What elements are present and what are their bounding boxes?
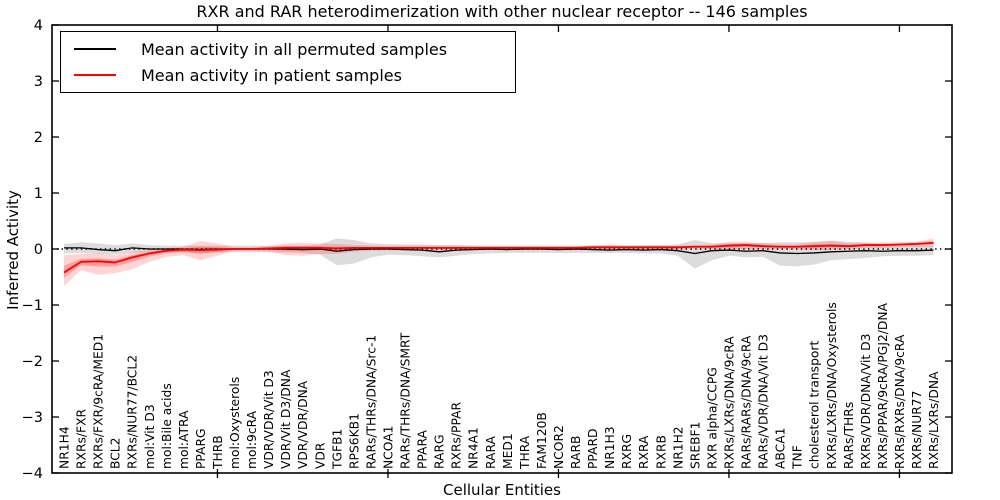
- x-category-label: cholesterol transport: [808, 341, 822, 469]
- x-category-label: mol:Bile acids: [160, 383, 174, 469]
- y-tick-label: −4: [22, 466, 43, 482]
- x-category-label: RXRB: [654, 435, 668, 469]
- x-category-label: PPARD: [586, 429, 600, 469]
- legend-item-permuted: Mean activity in all permuted samples: [61, 36, 515, 62]
- x-category-label: RARB: [569, 436, 583, 469]
- x-category-label: TGFB1: [330, 429, 344, 470]
- x-category-label: NR1H3: [603, 426, 617, 469]
- x-category-label: mol:Vit D3: [143, 404, 157, 469]
- y-tick-label: −3: [22, 410, 43, 426]
- y-tick-label: 1: [34, 186, 43, 202]
- x-category-label: VDR/VDR/Vit D3: [262, 370, 276, 469]
- x-category-label: NR4A1: [467, 427, 481, 469]
- x-category-label: PPARA: [416, 429, 430, 469]
- x-category-label: NCOR2: [552, 425, 566, 469]
- x-category-label: RXRs/FXR: [75, 408, 89, 469]
- x-category-label: RXRG: [620, 434, 634, 469]
- x-category-label: RXRs/LXRs/DNA/Oxysterols: [825, 302, 839, 469]
- confidence-band-patient: [64, 238, 934, 286]
- x-category-label: RXRA: [637, 435, 651, 469]
- legend: Mean activity in all permuted samples Me…: [60, 31, 516, 93]
- x-category-label: PPARG: [194, 428, 208, 469]
- chart-title: RXR and RAR heterodimerization with othe…: [196, 2, 808, 21]
- x-category-label: RXRs/NUR77: [910, 391, 924, 469]
- series-line-patient: [63, 241, 934, 274]
- confidence-band-patient-inner: [64, 241, 934, 278]
- legend-item-label: Mean activity in patient samples: [141, 65, 402, 85]
- x-category-label: mol:ATRA: [177, 410, 191, 469]
- legend-item-label: Mean activity in all permuted samples: [141, 39, 448, 59]
- x-category-label: RARA: [484, 435, 498, 469]
- x-category-label: RXRs/PPAR/9cRA/PGJ2/DNA: [876, 302, 890, 469]
- x-category-label: RXRs/LXRs/DNA/9cRA: [722, 336, 736, 469]
- x-category-label: RXRs/VDR/DNA/Vit D3: [859, 334, 873, 469]
- y-tick-label: 4: [34, 18, 43, 34]
- x-category-label: RARG: [433, 434, 447, 469]
- y-tick-label: −1: [22, 298, 43, 314]
- x-category-label: MED1: [501, 433, 515, 469]
- x-category-label: RXRs/FXR/9cRA/MED1: [92, 334, 106, 469]
- x-category-label: TNF: [791, 445, 805, 470]
- plot-frame: [51, 24, 953, 474]
- x-category-label: VDR/VDR/DNA: [296, 380, 310, 469]
- x-category-label: FAM120B: [535, 412, 549, 469]
- x-axis-title: Cellular Entities: [443, 481, 561, 499]
- y-tick-label: 2: [34, 130, 43, 146]
- y-tick-label: −2: [22, 354, 43, 370]
- y-axis-title: Inferred Activity: [4, 190, 22, 310]
- x-category-label: RXRs/RXRs/DNA/9cRA: [893, 334, 907, 469]
- x-category-label: RARs/THRs: [842, 402, 856, 469]
- legend-line-swatch-black: [74, 48, 116, 50]
- legend-line-swatch-red: [74, 74, 116, 76]
- x-category-label: mol:9cRA: [245, 410, 259, 469]
- y-tick-label: 3: [34, 74, 43, 90]
- y-tick-label: 0: [34, 242, 43, 258]
- x-category-label: RARs/RARs/DNA/9cRA: [740, 335, 754, 469]
- x-category-label: SREBF1: [688, 422, 702, 469]
- x-category-label: THRA: [518, 435, 532, 470]
- x-category-label: BCL2: [109, 438, 123, 469]
- x-category-label: RXRs/LXRs/DNA: [927, 371, 941, 469]
- x-category-label: NR1H2: [671, 426, 685, 469]
- x-category-label: NR1H4: [58, 426, 72, 469]
- x-category-label: RXRs/NUR77/BCL2: [126, 355, 140, 469]
- x-category-label: RXRs/PPAR: [450, 401, 464, 469]
- x-category-label: RXR alpha/CCPG: [705, 367, 719, 469]
- legend-item-patient: Mean activity in patient samples: [61, 62, 515, 88]
- x-category-label: mol:Oxysterols: [228, 377, 242, 469]
- x-category-label: RARs/THRs/DNA/SMRT: [399, 332, 413, 469]
- x-category-label: VDR/Vit D3/DNA: [279, 369, 293, 469]
- x-category-label: NCOA1: [381, 426, 395, 469]
- x-category-label: VDR: [313, 442, 327, 469]
- x-category-label: RARs/VDR/DNA/Vit D3: [757, 334, 771, 469]
- x-category-label: ABCA1: [774, 428, 788, 469]
- x-category-label: RPS6KB1: [347, 413, 361, 469]
- x-category-label: RARs/THRs/DNA/Src-1: [364, 335, 378, 469]
- x-category-label: THRB: [211, 435, 225, 470]
